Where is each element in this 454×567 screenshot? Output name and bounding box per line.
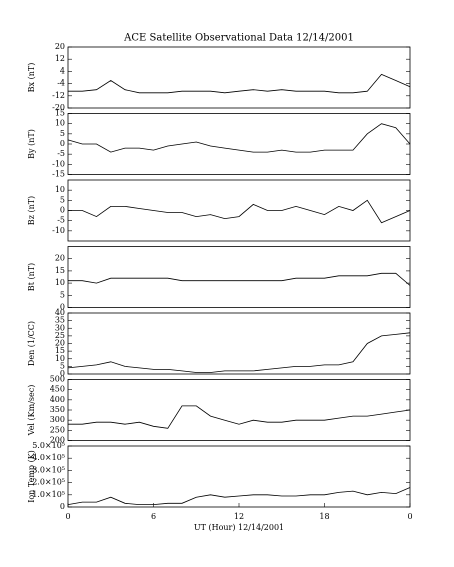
y-tick-label: 15 [55, 109, 65, 118]
y-tick-label: 0 [60, 502, 65, 511]
y-tick-label: 4 [60, 66, 65, 75]
y-tick-label: 300 [50, 415, 65, 424]
x-tick-label: 0 [407, 512, 412, 521]
y-tick-label: 40 [55, 308, 65, 317]
y-tick-label: 5.0×10⁵ [32, 441, 65, 450]
data-line [68, 199, 411, 224]
plot-frame [67, 179, 411, 242]
y-tick-label: 350 [50, 405, 65, 414]
y-axis-label: Bz (nT) [27, 196, 36, 225]
y-tick-label: 450 [50, 385, 65, 394]
y-tick-label: 15 [55, 266, 65, 275]
y-tick-label: 1.0×10⁵ [32, 490, 65, 499]
plot-frame [67, 246, 411, 308]
data-line [68, 405, 411, 429]
y-tick-label: 10 [55, 354, 65, 363]
y-axis-label: Bx (nT) [27, 63, 36, 93]
y-tick-label: 0 [60, 369, 65, 378]
y-tick-label: -12 [52, 91, 65, 100]
y-tick-label: 2.0×10⁵ [32, 478, 65, 487]
y-tick-label: 10 [55, 185, 65, 194]
y-tick-label: 3.0×10⁵ [32, 465, 65, 474]
y-tick-label: 25 [55, 331, 65, 340]
y-tick-label: -5 [57, 216, 65, 225]
y-axis-label: Den (1/CC) [27, 321, 36, 366]
y-tick-label: -20 [52, 103, 65, 112]
y-tick-label: 20 [55, 254, 65, 263]
y-tick-label: 400 [50, 395, 65, 404]
data-line [68, 73, 411, 94]
y-tick-label: -10 [52, 159, 65, 168]
y-tick-label: 30 [55, 323, 65, 332]
y-axis-label: Vel (Km/sec) [27, 385, 36, 437]
data-line [67, 487, 411, 505]
y-tick-label: 250 [50, 425, 65, 434]
y-tick-label: -4 [57, 79, 65, 88]
y-axis-label: By (nT) [27, 129, 36, 159]
data-line [67, 123, 411, 153]
x-tick-label: 0 [65, 512, 70, 521]
y-tick-label: 15 [55, 346, 65, 355]
y-tick-label: 5 [60, 129, 65, 138]
y-tick-label: 0 [60, 139, 65, 148]
y-tick-label: -15 [52, 170, 65, 179]
y-axis-label: Bt (nT) [27, 263, 36, 291]
plot-frame [67, 379, 411, 441]
y-tick-label: -10 [52, 226, 65, 235]
y-tick-label: 0 [60, 206, 65, 215]
y-tick-label: 12 [55, 54, 65, 63]
plot-frame [67, 445, 411, 508]
y-tick-label: -5 [57, 149, 65, 158]
x-tick-label: 18 [319, 512, 329, 521]
y-tick-label: 500 [50, 375, 65, 384]
x-axis-label: UT (Hour) 12/14/2001 [194, 523, 284, 532]
y-tick-label: 10 [55, 119, 65, 128]
data-line [68, 272, 411, 286]
y-tick-label: 20 [55, 339, 65, 348]
x-tick-label: 12 [234, 512, 244, 521]
y-tick-label: 10 [55, 278, 65, 287]
plot-frame [67, 46, 411, 109]
y-tick-label: 0 [60, 303, 65, 312]
y-tick-label: 35 [55, 316, 65, 325]
y-tick-label: 5 [60, 195, 65, 204]
y-tick-label: 20 [55, 42, 65, 51]
y-tick-label: 4.0×10⁵ [32, 453, 65, 462]
y-tick-label: 5 [60, 361, 65, 370]
x-tick-label: 6 [151, 512, 156, 521]
data-line [67, 332, 411, 373]
y-tick-label: 5 [60, 290, 65, 299]
chart-title: ACE Satellite Observational Data 12/14/2… [123, 33, 354, 44]
y-axis-label: Ion Temp (K) [27, 450, 36, 503]
y-tick-label: 200 [50, 436, 65, 445]
